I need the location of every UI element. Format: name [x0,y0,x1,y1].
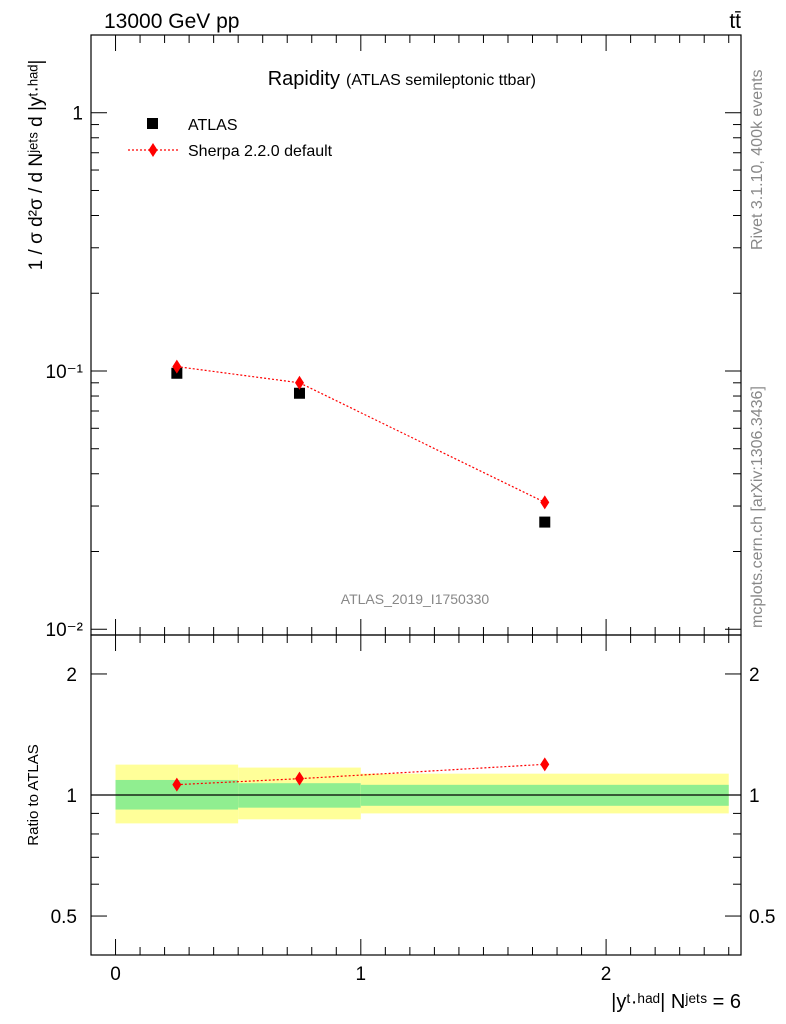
legend-atlas-label: ATLAS [188,117,238,134]
legend: ATLAS Sherpa 2.2.0 default [128,117,333,160]
sherpa-line [176,366,546,503]
ratio-data-layer [172,757,550,792]
x-tick-label: 2 [601,964,612,985]
atlas-data-point [293,387,305,399]
main-panel: 10⁻² 10⁻¹ 1 Rapidity (ATLAS semileptonic t… [26,34,742,641]
rivet-label: Rivet 3.1.10, 400k events [749,69,766,250]
x-tick-label: 0 [110,964,121,985]
ratio-sherpa-point [540,757,550,772]
main-y-tick-label: 1 [72,104,83,125]
ratio-y-tick-label-left: 1 [66,786,77,807]
main-y-tick-label: 10⁻² [46,620,84,641]
x-tick-label: 1 [356,964,367,985]
analysis-watermark: ATLAS_2019_I1750330 [341,591,490,607]
ratio-frame [90,634,742,956]
legend-sherpa-label: Sherpa 2.2.0 default [188,143,333,160]
ratio-y-axis-label: Ratio to ATLAS [25,744,42,845]
mcplots-label: mcplots.cern.ch [arXiv:1306.3436] [749,386,766,628]
ratio-y-tick-label-left: 2 [66,665,77,686]
process-label: tt̄ [729,10,741,33]
ratio-sherpa-point [172,777,182,792]
main-data-layer [171,359,551,528]
sherpa-data-point [540,495,550,510]
legend-atlas-marker [147,118,158,129]
ratio-y-tick-label-left: 0.5 [51,907,77,928]
ratio-sherpa-point [294,771,304,786]
ratio-panel: 0.5 0.5 1 1 2 2 0 1 2 Ratio to ATLAS |yᵗ·ʰᵃᵈ| Nʲ… [25,634,775,1013]
main-axis-ticks: 10⁻² 10⁻¹ 1 [46,34,741,641]
main-subtitle: (ATLAS semileptonic ttbar) [346,72,536,89]
ratio-sherpa-line [176,763,545,786]
ratio-y-tick-label-right: 1 [749,786,760,807]
sherpa-data-point [294,375,304,390]
atlas-data-point [539,516,551,528]
legend-sherpa-marker [148,143,158,157]
main-title: Rapidity [268,68,340,90]
sherpa-data-point [172,359,182,374]
ratio-y-tick-label-right: 2 [749,665,760,686]
x-axis-label: |yᵗ·ʰᵃᵈ| Nʲᵉᵗˢ = 6 [611,991,741,1013]
main-y-tick-label: 10⁻¹ [46,362,84,383]
energy-label: 13000 GeV pp [104,10,239,33]
ratio-bands [91,764,741,824]
ratio-y-tick-label-right: 0.5 [749,907,775,928]
main-y-axis-label: 1 / σ d²σ / d Nʲᵉᵗˢ d |yᵗ·ʰᵃᵈ| [26,60,47,271]
